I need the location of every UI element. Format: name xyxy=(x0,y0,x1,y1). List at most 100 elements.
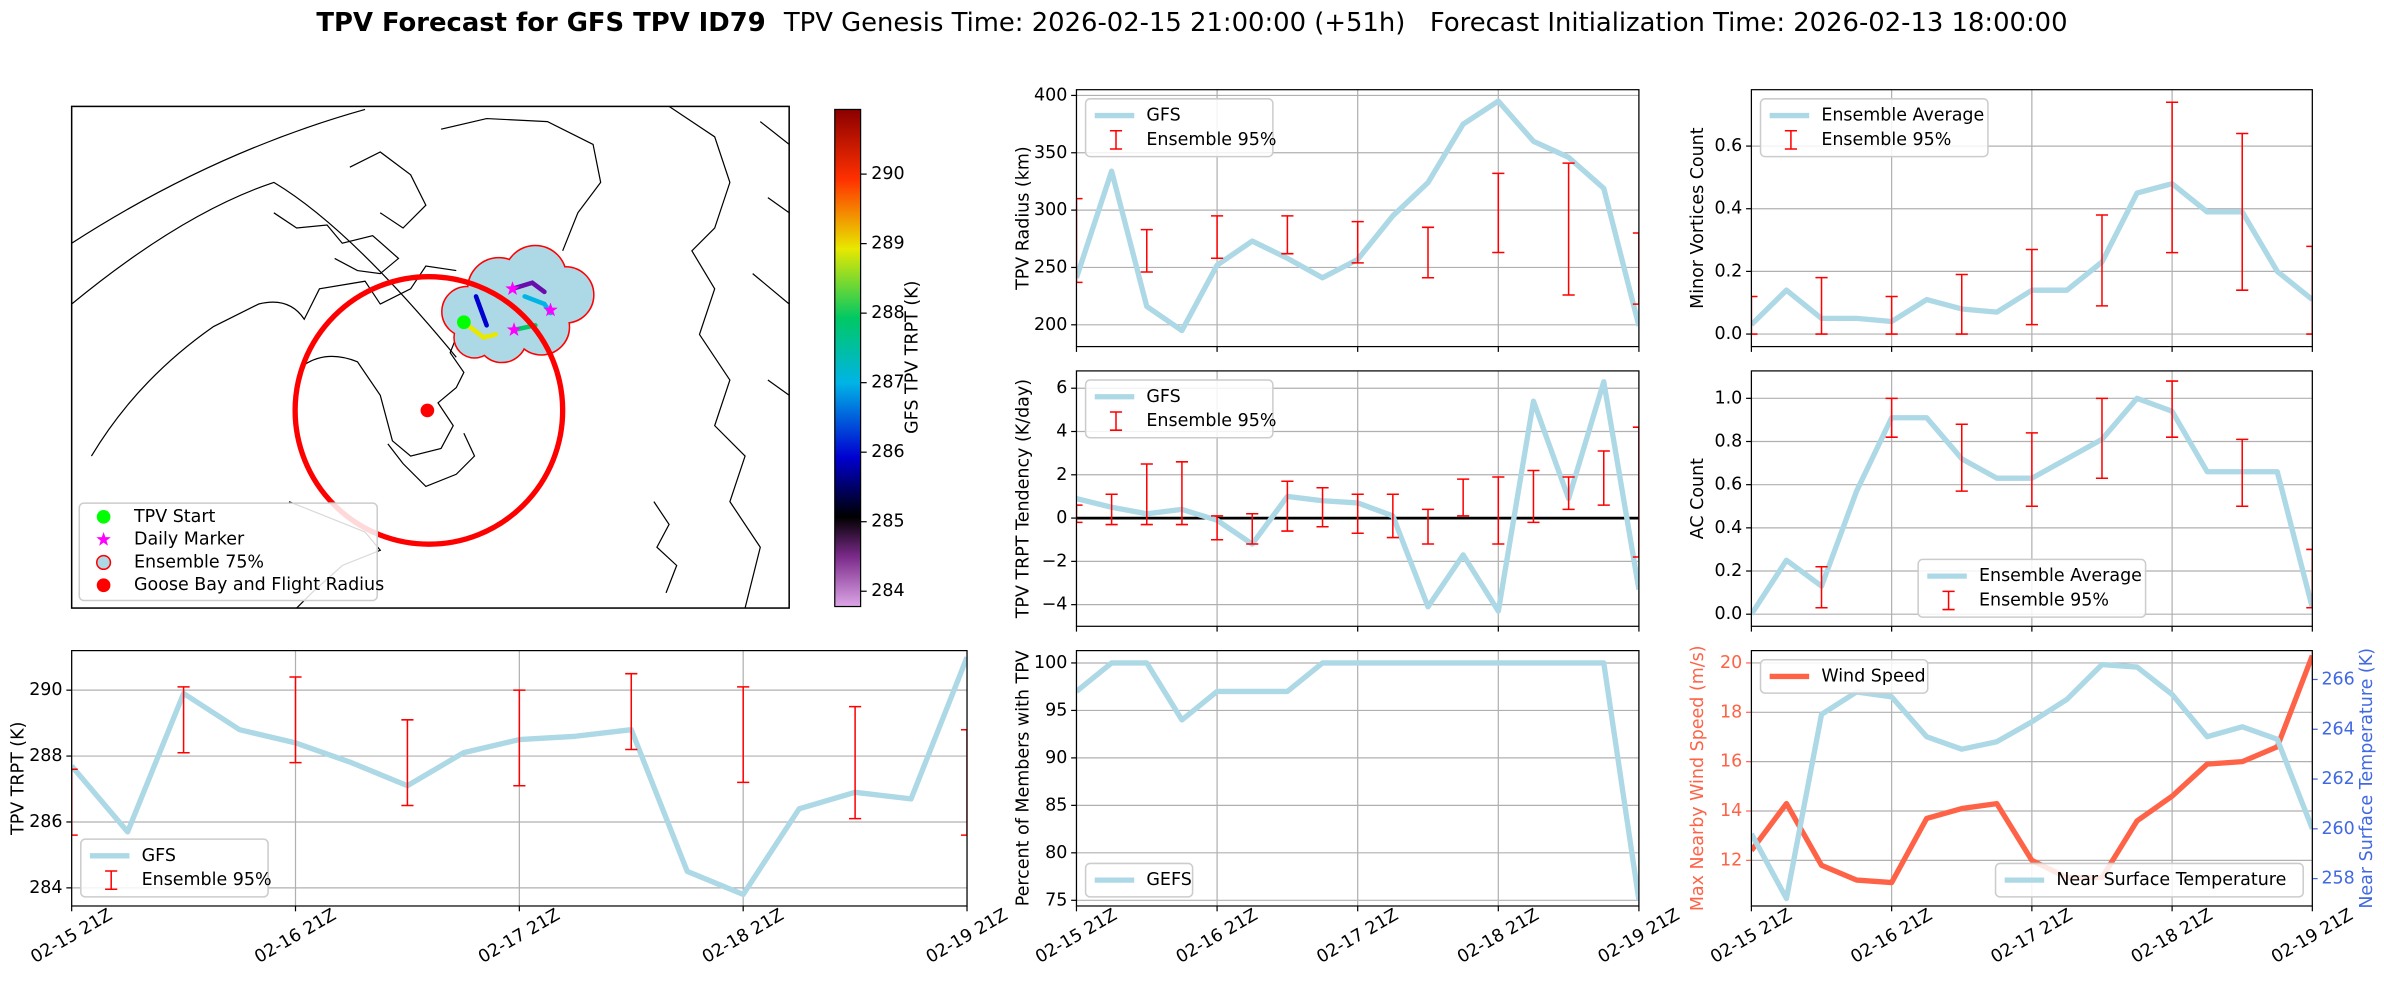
legend-label: Ensemble Average xyxy=(1821,106,1984,126)
y2-tick-label: 262 xyxy=(2321,769,2354,789)
y-tick-label: 0.2 xyxy=(1715,261,1743,281)
legend: GFS Ensemble 95% xyxy=(1084,98,1276,158)
legend-label: Ensemble 95% xyxy=(1146,130,1276,150)
legend-label: GEFS xyxy=(1146,870,1191,890)
y-tick-label: 4 xyxy=(1056,422,1067,442)
y-axis-label: TPV Radius (km) xyxy=(1013,146,1033,291)
error-bar xyxy=(2166,101,2179,254)
legend-label: Ensemble 95% xyxy=(1821,130,1951,150)
y-tick-label: 85 xyxy=(1045,795,1067,815)
legend-marker xyxy=(96,510,111,524)
legend-swatch xyxy=(1784,129,1798,150)
title-main: TPV Forecast for GFS TPV ID79 xyxy=(316,7,765,37)
error-bar xyxy=(1246,512,1259,545)
y-tick-label: 286 xyxy=(29,812,62,832)
error-bar xyxy=(1421,508,1435,545)
error-bar xyxy=(1076,197,1083,284)
y-axis-label: Minor Vortices Count xyxy=(1688,127,1708,309)
y-tick-label: −4 xyxy=(1042,595,1068,615)
y-tick-label: 20 xyxy=(1720,653,1742,673)
y-tick-label: 95 xyxy=(1045,700,1067,720)
colorbar-tick-label: 284 xyxy=(871,581,904,601)
y-tick-label: 288 xyxy=(29,746,62,766)
error-bar xyxy=(2166,380,2179,438)
error-bar xyxy=(1632,232,1639,305)
error-bar xyxy=(1597,450,1610,506)
y-tick-label: 18 xyxy=(1720,702,1742,722)
legend: Ensemble Average Ensemble 95% xyxy=(1759,98,1989,158)
coastline xyxy=(273,212,400,275)
axes-frame xyxy=(1750,650,2313,907)
y-tick-label: 100 xyxy=(1034,653,1067,673)
axes-frame xyxy=(1750,89,2313,348)
coastline xyxy=(668,106,761,609)
legend-label: GFS xyxy=(142,846,176,866)
series-group xyxy=(1751,380,2313,616)
error-bar xyxy=(177,686,190,754)
error-bar xyxy=(2306,245,2313,335)
legend-box xyxy=(1759,98,1989,158)
colorbar-tick-label: 285 xyxy=(871,512,904,532)
axes-frame xyxy=(1075,650,1640,907)
error-bar xyxy=(1211,215,1224,260)
y-tick-label: 0.8 xyxy=(1715,432,1743,452)
y-tick-label: 2 xyxy=(1056,465,1067,485)
y-tick-label: 0.6 xyxy=(1715,136,1743,156)
y-tick-label: 0.0 xyxy=(1715,324,1743,344)
error-bar xyxy=(1140,228,1153,273)
y-tick-label: 290 xyxy=(29,680,62,700)
y-tick-label: 0.0 xyxy=(1715,604,1743,624)
error-bar xyxy=(2095,397,2109,479)
y2-tick-label: 266 xyxy=(2321,669,2354,689)
legend-label: Goose Bay and Flight Radius xyxy=(134,575,384,595)
colorbar-tick-label: 290 xyxy=(871,164,904,184)
error-bar xyxy=(1955,423,1968,492)
colorbar-tick-label: 287 xyxy=(871,373,904,393)
series-group xyxy=(1076,379,1639,614)
series-group xyxy=(1076,98,1639,334)
colorbar-bar xyxy=(834,108,862,608)
error-bar xyxy=(1885,397,1898,438)
series-group xyxy=(71,656,968,898)
y-tick-label: 200 xyxy=(1034,315,1067,335)
y2-tick-label: 264 xyxy=(2321,719,2354,739)
y-tick-label: 0.6 xyxy=(1715,475,1743,495)
error-bar xyxy=(1316,487,1329,528)
legend-label: GFS xyxy=(1146,106,1180,126)
series-group xyxy=(1751,654,2313,902)
error-bar xyxy=(71,768,78,836)
coastline xyxy=(90,265,457,457)
tpv-start xyxy=(457,315,471,330)
series-group xyxy=(1751,101,2313,335)
error-bar xyxy=(1421,226,1435,279)
coastline xyxy=(387,432,476,488)
legend-box xyxy=(1084,862,1194,898)
data-line xyxy=(1076,660,1639,901)
colorbar-tick-label: 288 xyxy=(871,303,904,323)
legend-swatch xyxy=(1109,129,1123,150)
error-bar xyxy=(1211,515,1224,541)
y-tick-label: 12 xyxy=(1720,850,1742,870)
legend: Wind Speed xyxy=(1759,658,1929,694)
goose-bay xyxy=(420,403,435,418)
legend-swatch xyxy=(1109,411,1123,431)
error-bar xyxy=(1632,426,1639,558)
title-info: TPV Genesis Time: 2026-02-15 21:00:00 (+… xyxy=(783,7,2068,37)
error-bar xyxy=(1492,476,1505,545)
coastline xyxy=(440,117,602,252)
error-bar xyxy=(1751,295,1758,335)
y2-tick-label: 258 xyxy=(2321,869,2354,889)
y-axis-label: Max Nearby Wind Speed (m/s) xyxy=(1688,645,1708,911)
error-bar xyxy=(1140,463,1153,526)
legend-marker xyxy=(95,554,112,571)
legend-label: Ensemble 75% xyxy=(134,552,264,572)
y-tick-label: 284 xyxy=(29,878,62,898)
legend-label: TPV Start xyxy=(133,507,216,527)
chart-panel: 0.0 0.2 0.4 0.6 Minor Vortices Count Ensemble… xyxy=(1688,89,2313,352)
y-tick-label: 6 xyxy=(1056,378,1067,398)
track-segment xyxy=(461,319,499,340)
legend: Near Surface Temperature xyxy=(1994,862,2304,898)
legend-swatch xyxy=(1942,590,1955,611)
